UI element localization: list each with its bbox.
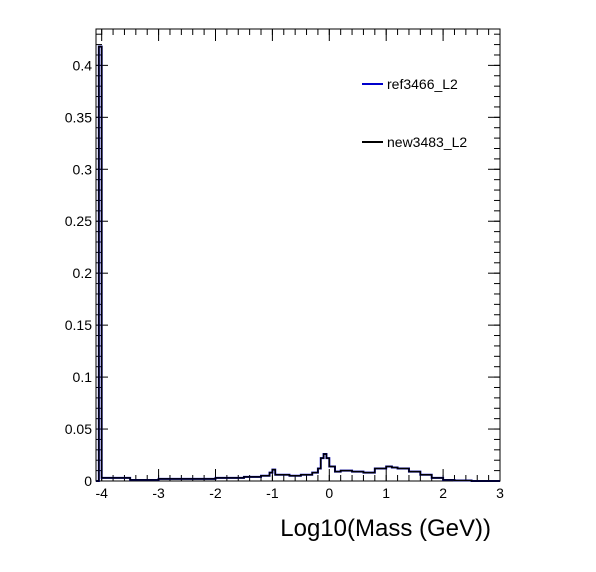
y-tick-label: 0.3 <box>73 161 93 177</box>
y-tick-label: 0.4 <box>73 57 93 73</box>
y-tick-label: 0.35 <box>65 109 92 125</box>
legend: ref3466_L2 new3483_L2 <box>362 76 467 150</box>
x-tick-label: -4 <box>95 485 108 501</box>
x-axis-title: Log10(Mass (GeV)) <box>280 515 491 542</box>
y-tick-label: 0.1 <box>73 369 93 385</box>
series-layer <box>96 45 500 482</box>
x-tick-label: 2 <box>439 485 447 501</box>
x-tick-label: -3 <box>152 485 165 501</box>
y-tick-label: 0 <box>84 473 92 489</box>
axis-ticks <box>96 29 501 482</box>
x-tick-label: 3 <box>496 485 504 501</box>
x-tick-label: -2 <box>209 485 222 501</box>
plot-frame <box>95 28 501 482</box>
x-tick-label: 0 <box>325 485 333 501</box>
x-tick-label: 1 <box>382 485 390 501</box>
x-tick-label: -1 <box>266 485 279 501</box>
tick-labels: -4 -3 -2 -1 0 1 2 3 0 0.05 0.1 0.15 0.2 0.25 0.3 0.35 0.… <box>65 57 504 501</box>
y-tick-label: 0.2 <box>73 265 93 281</box>
series-line-ref <box>96 45 500 482</box>
y-tick-label: 0.15 <box>65 317 92 333</box>
series-line-new <box>96 45 500 482</box>
y-tick-label: 0.25 <box>65 213 92 229</box>
legend-label-ref: ref3466_L2 <box>387 76 458 92</box>
y-tick-label: 0.05 <box>65 421 92 437</box>
legend-label-new: new3483_L2 <box>387 134 467 150</box>
